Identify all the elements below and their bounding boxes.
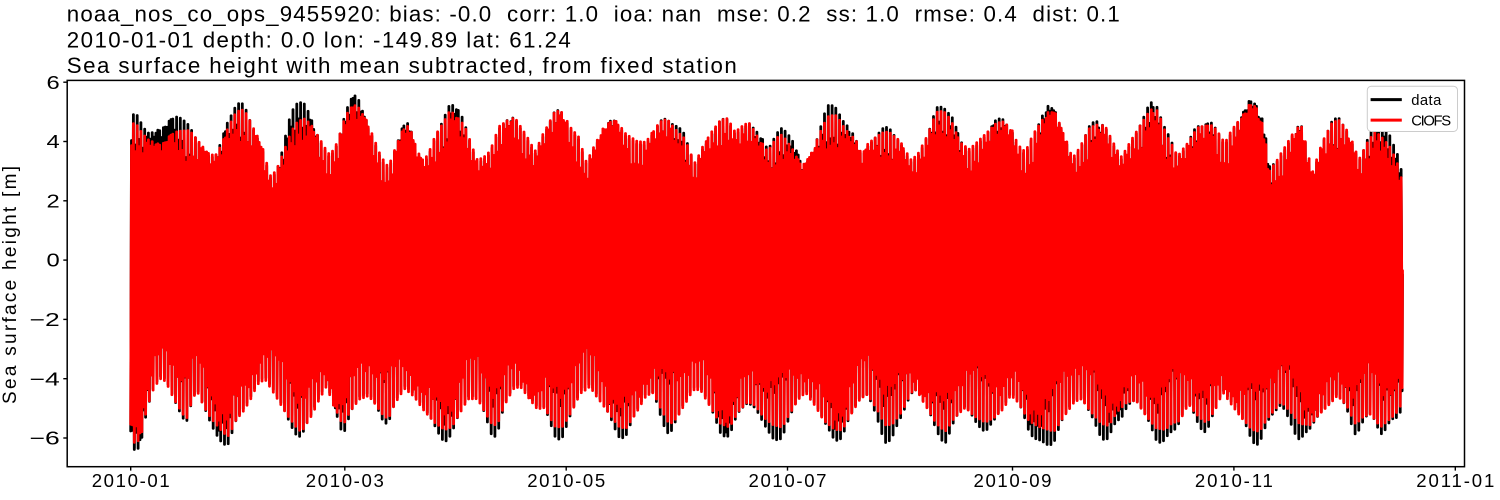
svg-text:2010-01: 2010-01 xyxy=(92,470,170,491)
svg-text:2010-03: 2010-03 xyxy=(306,470,384,491)
svg-text:noaa_nos_co_ops_9455920: bias:: noaa_nos_co_ops_9455920: bias: -0.0 corr… xyxy=(67,2,1120,27)
svg-text:4: 4 xyxy=(47,131,60,152)
svg-text:2010-11: 2010-11 xyxy=(1195,470,1273,491)
svg-text:2010-07: 2010-07 xyxy=(749,470,827,491)
svg-text:CIOFS: CIOFS xyxy=(1411,113,1451,129)
svg-text:Sea surface height [m]: Sea surface height [m] xyxy=(0,166,21,404)
svg-text:−6: −6 xyxy=(30,428,60,449)
svg-text:2: 2 xyxy=(47,190,60,211)
svg-text:−2: −2 xyxy=(30,309,60,330)
svg-text:data: data xyxy=(1411,93,1442,109)
svg-text:0: 0 xyxy=(47,250,60,271)
svg-text:Sea surface height with mean s: Sea surface height with mean subtracted,… xyxy=(67,53,737,78)
svg-text:−4: −4 xyxy=(30,368,60,389)
svg-text:2010-05: 2010-05 xyxy=(527,470,605,491)
svg-text:2010-01-01 depth: 0.0 lon: -14: 2010-01-01 depth: 0.0 lon: -149.89 lat: … xyxy=(67,27,571,52)
svg-text:2010-09: 2010-09 xyxy=(974,470,1052,491)
svg-text:2011-01: 2011-01 xyxy=(1416,470,1494,491)
svg-text:6: 6 xyxy=(47,72,60,93)
